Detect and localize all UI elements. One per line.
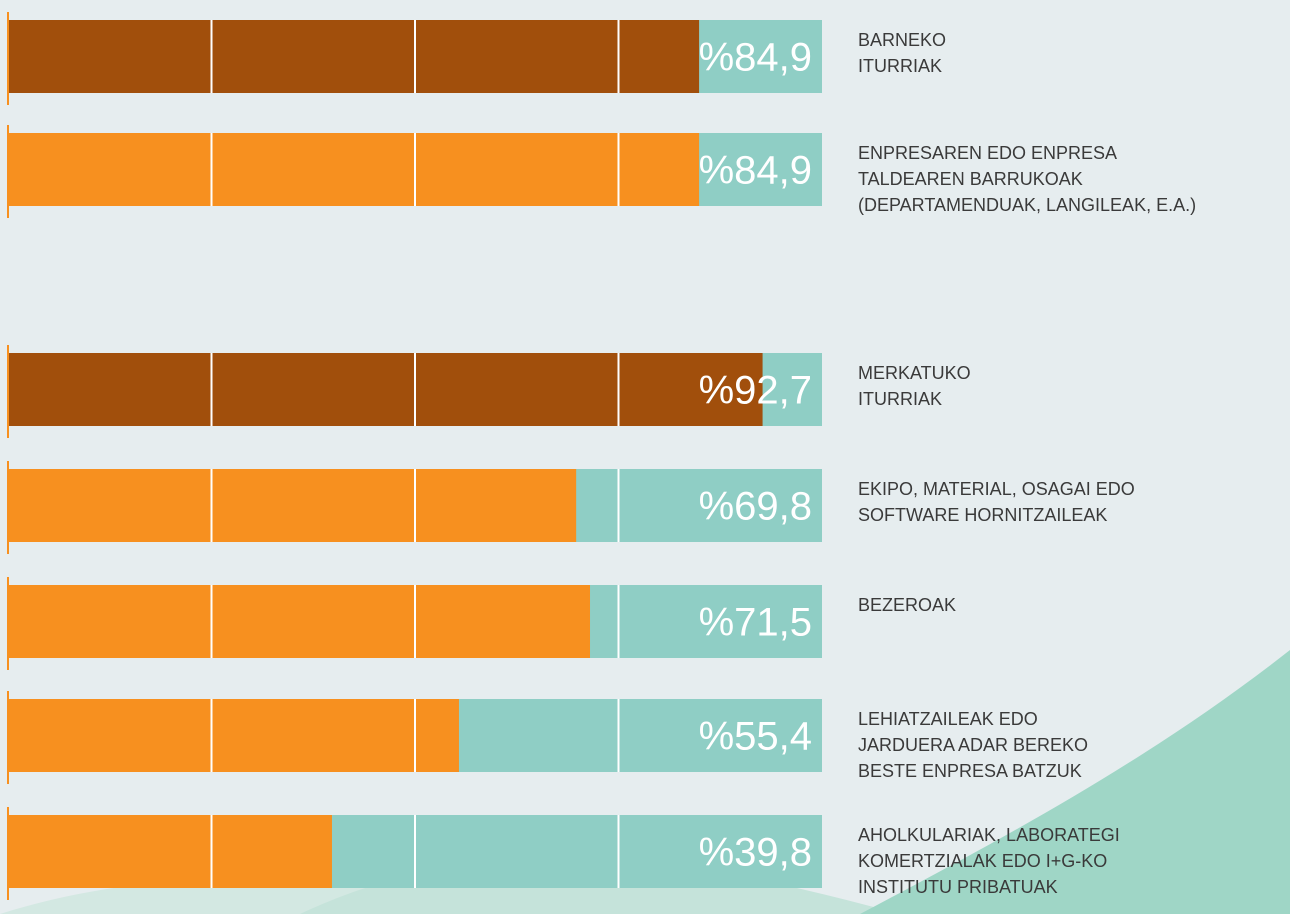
chart: %84,9 BARNEKO ITURRIAK %84,9 ENPRESAREN EDO … (0, 0, 1290, 914)
category-label: ITURRIAK (858, 56, 942, 76)
category-label: INSTITUTU PRIBATUAK (858, 877, 1058, 897)
category-label: BEZEROAK (858, 595, 956, 615)
bar (8, 815, 332, 888)
category-label: BESTE ENPRESA BATZUK (858, 761, 1082, 781)
value-label: %84,9 (699, 36, 812, 80)
category-label: AHOLKULARIAK, LABORATEGI (858, 825, 1120, 845)
bar (8, 585, 590, 658)
value-label: %39,8 (699, 831, 812, 875)
bar (8, 353, 763, 426)
category-label: BARNEKO (858, 30, 946, 50)
category-label: ENPRESAREN EDO ENPRESA (858, 143, 1117, 163)
category-label: JARDUERA ADAR BEREKO (858, 735, 1088, 755)
category-label: MERKATUKO (858, 363, 971, 383)
category-label: (DEPARTAMENDUAK, LANGILEAK, E.A.) (858, 195, 1196, 215)
value-label: %69,8 (699, 485, 812, 529)
category-label: TALDEAREN BARRUKOAK (858, 169, 1083, 189)
category-label: SOFTWARE HORNITZAILEAK (858, 505, 1107, 525)
value-label: %71,5 (699, 601, 812, 645)
bar (8, 20, 699, 93)
value-label: %55,4 (699, 715, 812, 759)
value-label: %92,7 (699, 369, 812, 413)
value-label: %84,9 (699, 149, 812, 193)
category-label: LEHIATZAILEAK EDO (858, 709, 1038, 729)
bar (8, 133, 699, 206)
category-label: ITURRIAK (858, 389, 942, 409)
bar (8, 699, 459, 772)
bar (8, 469, 576, 542)
category-label: KOMERTZIALAK EDO I+G-KO (858, 851, 1107, 871)
category-label: EKIPO, MATERIAL, OSAGAI EDO (858, 479, 1135, 499)
